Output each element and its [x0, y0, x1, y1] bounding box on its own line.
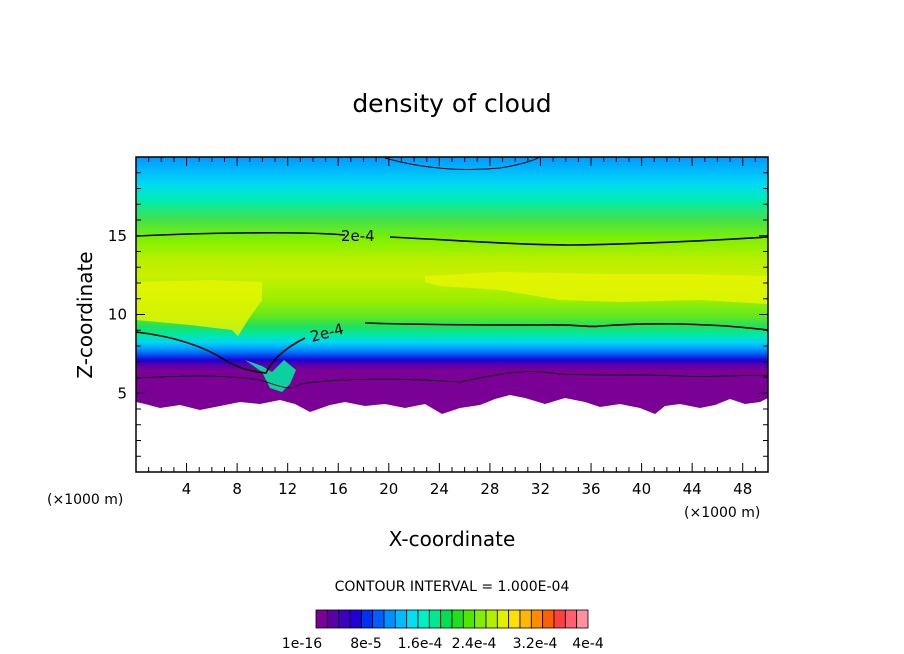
- x-tick-label: 40: [632, 480, 651, 498]
- y-tick-label: 10: [108, 306, 127, 324]
- colorbar-swatch: [360, 609, 374, 629]
- contour-interval-text: CONTOUR INTERVAL = 1.000E-04: [335, 579, 570, 595]
- y-axis-label: Z-coordinate: [73, 251, 97, 378]
- core-right: [425, 272, 768, 304]
- cloud-base-outline: [136, 371, 768, 389]
- colorbar-tick-label: 1e-16: [282, 636, 322, 652]
- contour-line-lower: [136, 322, 768, 374]
- colorbar-swatch: [417, 609, 430, 629]
- x-unit-left: (×1000 m): [47, 492, 123, 508]
- x-tick-label: 32: [531, 480, 550, 498]
- y-tick-label: 15: [108, 227, 127, 245]
- colorbar-swatch: [542, 609, 555, 629]
- colorbar-swatch: [519, 609, 532, 629]
- x-tick-label: 4: [182, 480, 192, 498]
- colorbar-swatch: [451, 609, 464, 629]
- contour-line-upper: [136, 231, 768, 246]
- colorbar-swatch: [508, 609, 521, 629]
- colorbar-tick-label: 1.6e-4: [398, 636, 443, 652]
- x-axis-label: X-coordinate: [389, 527, 516, 551]
- colorbar-swatch: [338, 609, 351, 629]
- colorbar-tick-label: 4e-4: [572, 636, 604, 652]
- colorbar-swatch: [474, 609, 487, 629]
- x-tick-label: 36: [581, 480, 600, 498]
- colorbar-swatch: [315, 609, 328, 629]
- x-tick-label: 28: [480, 480, 499, 498]
- colorbar-swatch: [553, 609, 566, 629]
- colorbar-swatch: [406, 609, 419, 629]
- x-tick-label: 8: [232, 480, 242, 498]
- y-axis: 5 10 15: [108, 172, 768, 457]
- core-left: [136, 280, 262, 336]
- colorbar-swatch: [372, 609, 385, 629]
- colorbar-tick-label: 3.2e-4: [513, 636, 558, 652]
- x-axis: 4 8 12 16 20 24 28 32 36 40 44 48: [148, 157, 756, 498]
- colorbar-swatch: [383, 609, 396, 629]
- contour-line-top: [384, 157, 541, 171]
- colorbar-swatch: [440, 609, 453, 629]
- colorbar-swatch: [462, 609, 476, 629]
- colorbar-swatch: [576, 609, 589, 629]
- colorbar-swatch: [394, 609, 408, 629]
- x-tick-label: 44: [683, 480, 702, 498]
- colorbar-swatch: [530, 609, 544, 629]
- colorbar-swatch: [485, 609, 498, 629]
- x-tick-label: 16: [329, 480, 348, 498]
- notch: [245, 360, 296, 392]
- y-tick-label: 5: [117, 384, 127, 402]
- x-tick-label: 24: [430, 480, 449, 498]
- colorbar-tick-label: 2.4e-4: [452, 636, 497, 652]
- colorbar-tick-label: 8e-5: [350, 636, 381, 652]
- colorbar-swatch: [496, 609, 510, 629]
- chart-title: density of cloud: [352, 89, 551, 118]
- colorbar-swatch: [564, 609, 578, 629]
- x-tick-label: 12: [278, 480, 297, 498]
- x-tick-label: 48: [733, 480, 752, 498]
- colorbar-swatch: [428, 609, 442, 629]
- colorbar-labels: 1e-16 8e-5 1.6e-4 2.4e-4 3.2e-4 4e-4: [282, 636, 604, 652]
- plot-field: [136, 157, 768, 414]
- x-tick-label: 20: [379, 480, 398, 498]
- x-unit-right: (×1000 m): [684, 505, 760, 521]
- colorbar-swatch: [349, 609, 362, 629]
- contour-label-upper: 2e-4: [341, 227, 375, 245]
- colorbar-swatch: [326, 609, 340, 629]
- colorbar: [315, 609, 589, 629]
